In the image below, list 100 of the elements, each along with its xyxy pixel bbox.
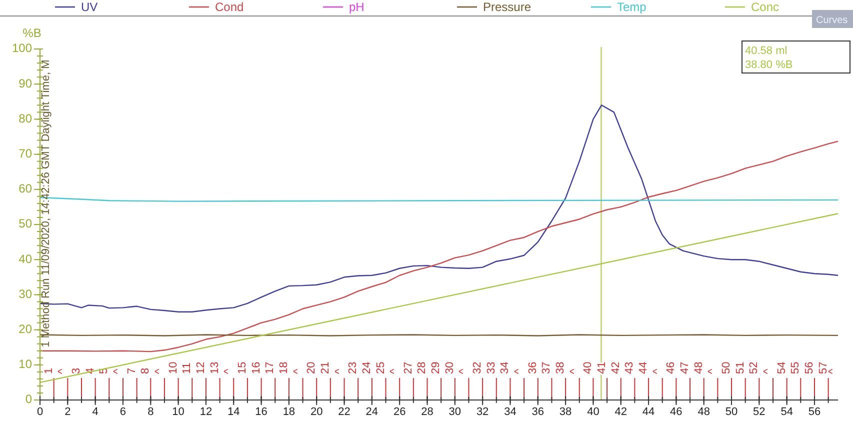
ref-line-label: 43: [624, 362, 636, 374]
ref-line-label: 10: [167, 362, 180, 374]
ref-line-label: 21: [319, 362, 332, 374]
ref-line-label: 44: [638, 362, 650, 374]
ref-line-label: ^: [706, 368, 719, 374]
ref-line-label: 28: [416, 362, 428, 374]
ref-line-label: 11: [181, 362, 194, 374]
y-tick-label: 100: [12, 41, 32, 56]
ref-line-label: 29: [430, 362, 442, 374]
x-tick-label: 42: [614, 406, 627, 418]
ref-line-label: 51: [734, 362, 746, 374]
ref-line-label: ^: [388, 368, 401, 374]
x-tick-label: 30: [448, 406, 462, 418]
ref-line-label: 52: [748, 362, 760, 374]
ref-line-label: ^: [333, 368, 346, 374]
ref-line-label: 48: [692, 362, 705, 374]
x-tick-label: 18: [282, 406, 296, 418]
y-tick-label: 80: [18, 111, 32, 126]
legend-label: Cond: [215, 0, 244, 14]
ref-line-label: 27: [402, 362, 414, 374]
ref-line-label: 54: [776, 362, 788, 374]
annotation: ^: [827, 368, 839, 374]
ref-line-label: 3: [70, 368, 82, 374]
y-tick-label: 50: [18, 216, 32, 231]
ref-line-label: 17: [264, 362, 276, 374]
ref-line-label: 8: [140, 368, 152, 374]
x-tick-label: 46: [670, 406, 682, 418]
annotation: 1 Method Run 11/09/2020, 14:42:26 GMT Daylight Time, M: [40, 60, 52, 348]
y-tick-label: 30: [18, 286, 32, 301]
legend-label: UV: [81, 0, 98, 14]
x-tick-label: 54: [780, 406, 793, 418]
ref-line-label: 12: [194, 362, 207, 374]
x-tick-label: 44: [642, 406, 655, 418]
ref-line-label: 38: [554, 362, 567, 374]
ref-line-label: ^: [458, 368, 470, 374]
x-tick-label: 40: [587, 406, 600, 418]
x-tick-label: 12: [200, 406, 212, 418]
x-tick-label: 16: [255, 406, 268, 418]
x-tick-label: 50: [725, 406, 738, 418]
x-tick-label: 8: [148, 406, 154, 418]
x-tick-label: 28: [421, 406, 434, 418]
ref-line-label: 37: [540, 362, 553, 374]
ref-line-label: ^: [153, 368, 166, 374]
ref-line-label: 55: [790, 362, 802, 374]
ref-line-label: 50: [720, 362, 733, 374]
annotation: 38.80 %B: [745, 59, 793, 71]
ref-line-label: 40: [582, 362, 594, 374]
ref-line-label: 20: [306, 362, 318, 374]
y-tick-label: 0: [25, 392, 32, 406]
x-tick-label: 10: [172, 406, 184, 418]
y-tick-label: 70: [18, 146, 32, 160]
y-axis-title: %B: [22, 26, 42, 40]
y-tick-label: 90: [18, 76, 32, 90]
x-tick-label: 20: [310, 406, 323, 418]
x-tick-label: 38: [559, 406, 572, 418]
ref-line-label: 36: [526, 362, 539, 374]
ref-line-label: ^: [568, 368, 580, 374]
ref-line-label: 24: [360, 362, 373, 374]
x-tick-label: 14: [227, 406, 240, 418]
ref-line-label: 18: [278, 362, 290, 374]
ref-line-label: 1: [42, 368, 55, 374]
x-tick-label: 2: [64, 406, 71, 418]
ref-line-label: 57: [817, 362, 830, 374]
x-tick-label: 32: [476, 406, 489, 418]
ref-line-label: ^: [651, 368, 664, 374]
x-tick-label: 48: [698, 406, 710, 418]
x-tick-label: 34: [504, 406, 516, 418]
ref-line-label: 34: [499, 362, 512, 374]
x-tick-label: 56: [808, 406, 821, 418]
y-tick-label: 20: [18, 322, 32, 336]
x-tick-label: 22: [338, 406, 350, 418]
ref-line-label: ^: [762, 368, 774, 374]
text: Curves: [816, 15, 848, 26]
x-tick-label: 0: [36, 406, 44, 418]
ref-line-label: 7: [126, 368, 138, 374]
x-tick-label: 26: [393, 406, 406, 418]
ref-line-label: 16: [250, 362, 262, 374]
ref-line-label: 25: [374, 362, 387, 374]
legend-label: Conc: [751, 0, 780, 14]
ref-line-label: ^: [292, 368, 304, 374]
ref-line-label: 41: [596, 362, 608, 374]
ref-line-label: ^: [222, 368, 235, 374]
x-tick-label: 36: [532, 406, 544, 418]
ref-line-label: 32: [472, 362, 484, 374]
y-tick-label: 40: [18, 252, 32, 266]
ref-line-label: ^: [513, 368, 526, 374]
legend-label: pH: [349, 0, 364, 14]
legend-label: Temp: [617, 0, 647, 14]
ref-line-label: 56: [803, 362, 816, 374]
y-tick-label: 60: [18, 182, 32, 196]
ref-line-label: 42: [610, 362, 622, 374]
x-tick-label: 6: [120, 406, 126, 418]
annotation: 40.58 ml: [745, 45, 788, 57]
x-tick-label: 4: [92, 406, 98, 418]
legend-label: Pressure: [483, 0, 532, 14]
ref-line-label: 30: [444, 362, 456, 374]
ref-line-label: ^: [112, 368, 124, 374]
ref-line-label: 13: [208, 362, 221, 374]
x-tick-label: 24: [366, 406, 378, 418]
y-tick-label: 10: [18, 357, 32, 372]
